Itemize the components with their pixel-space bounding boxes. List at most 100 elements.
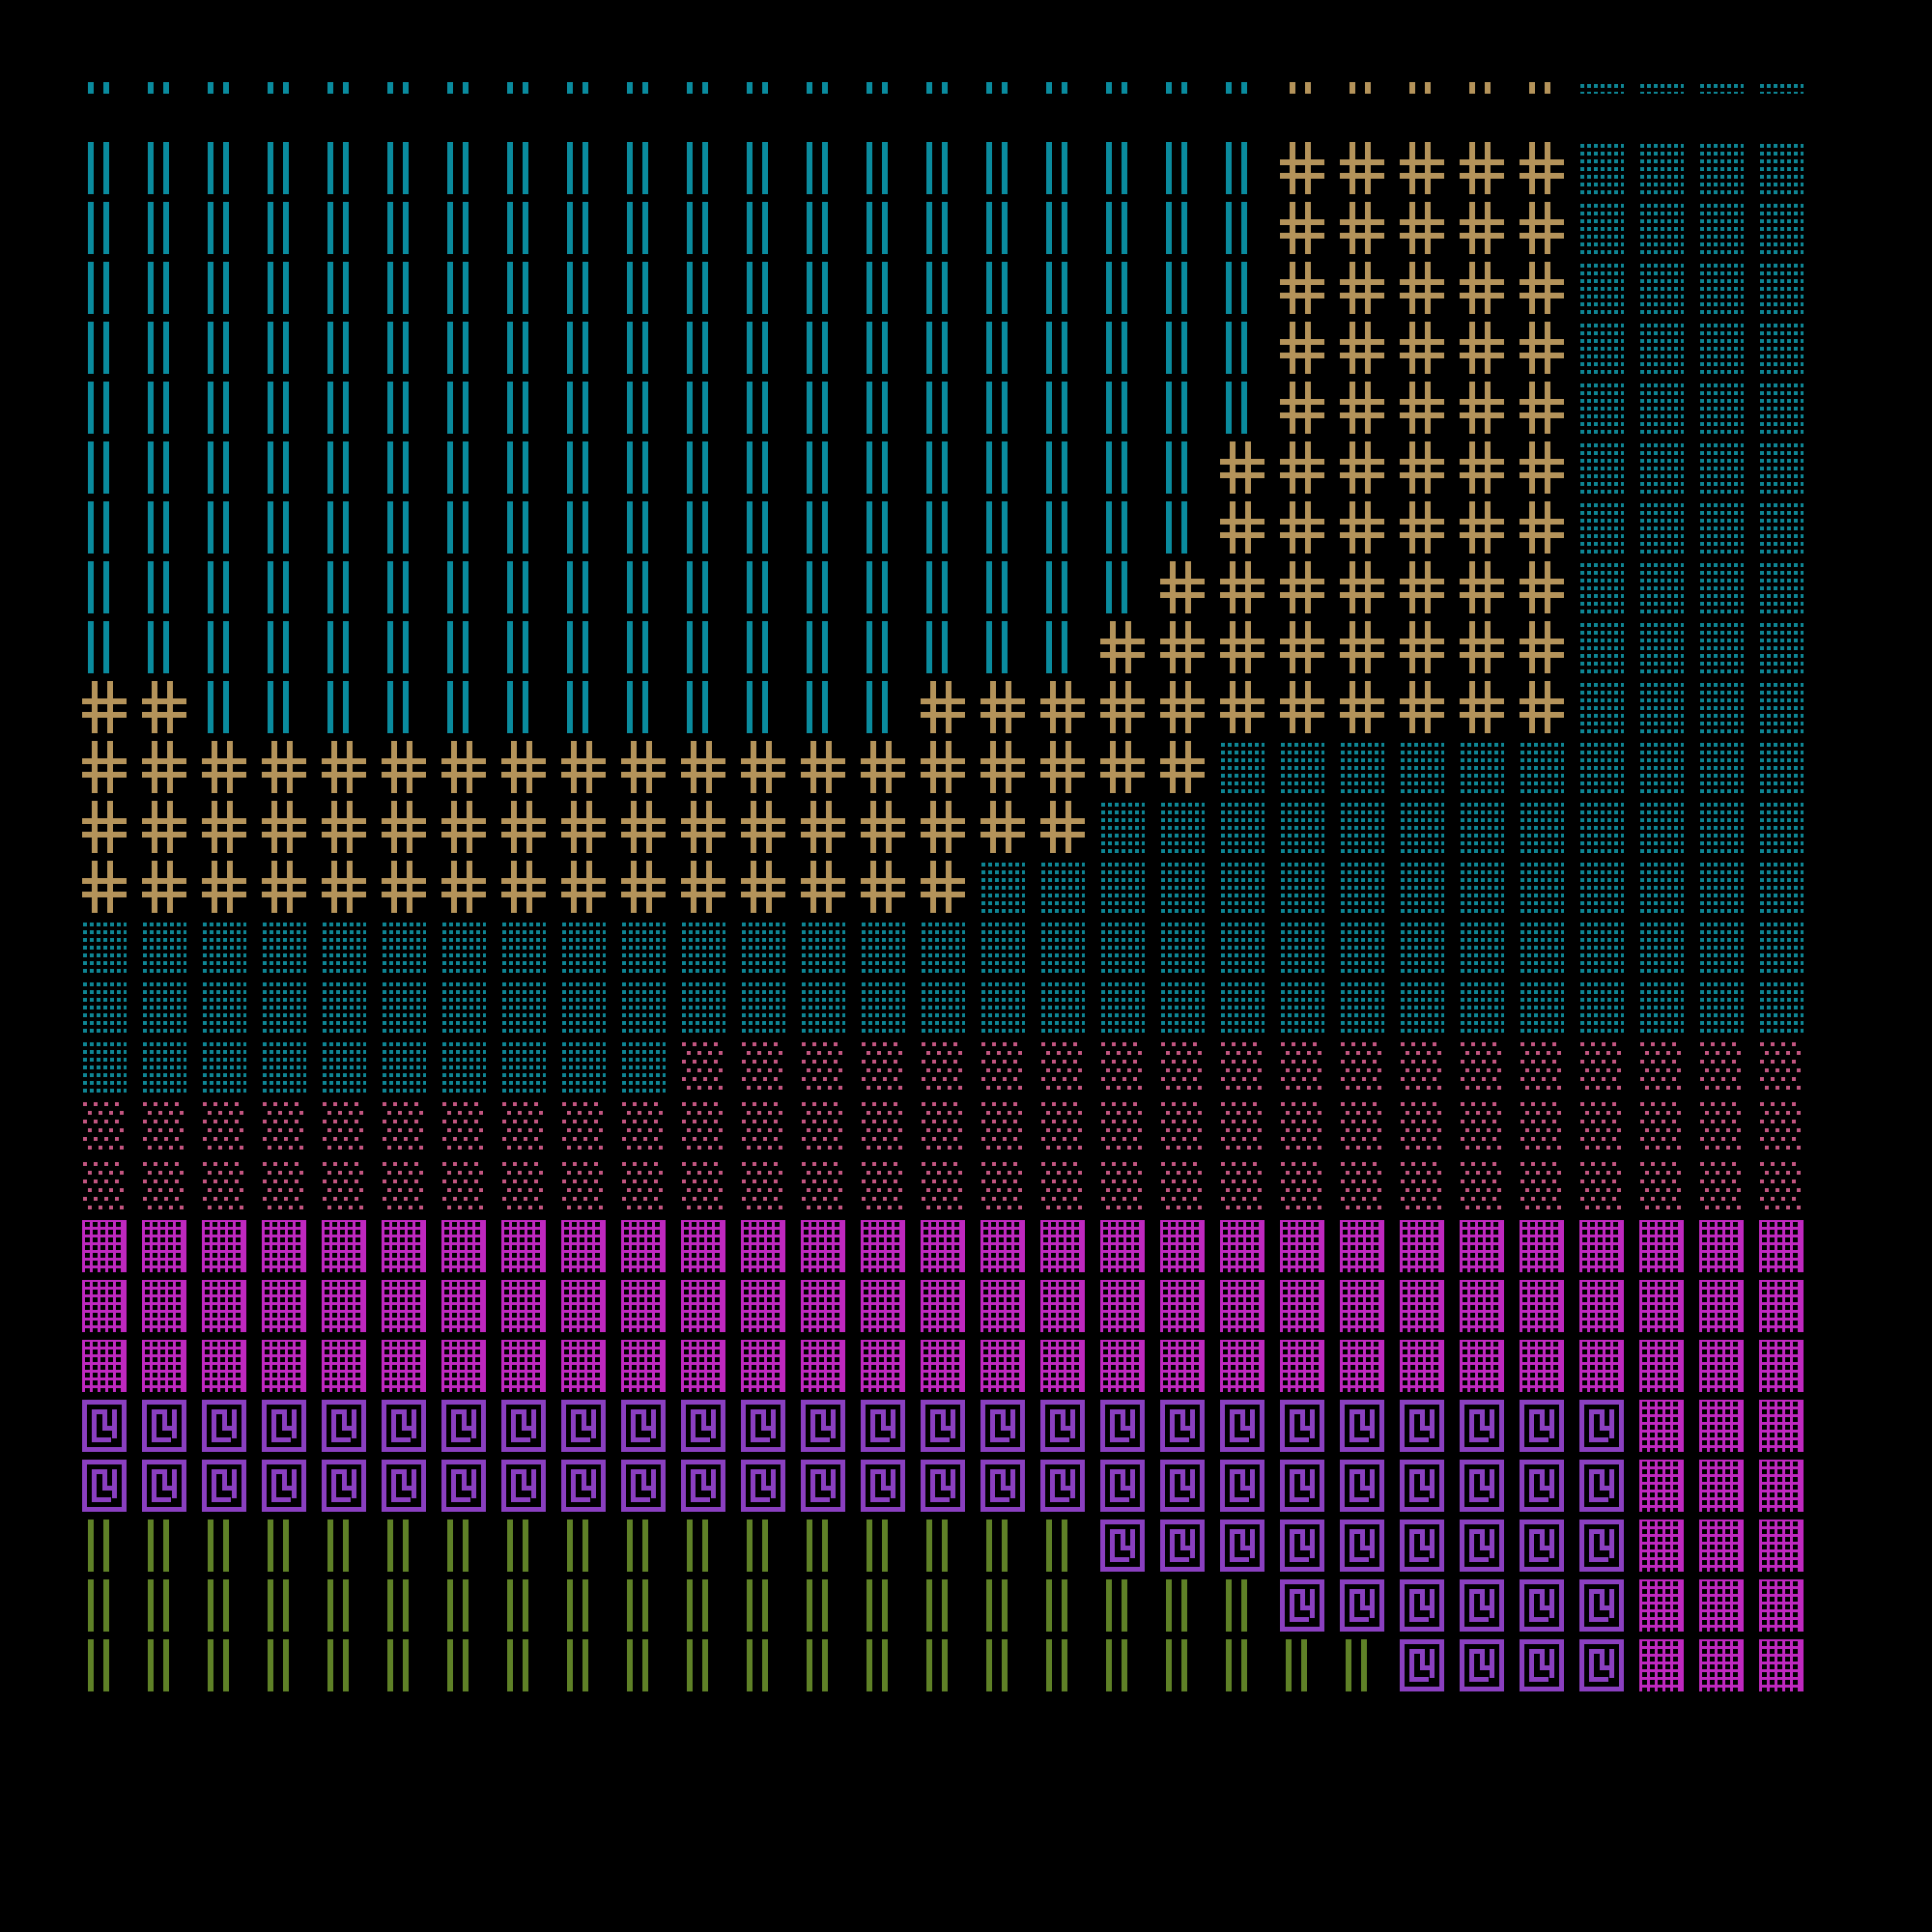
matrix-cell — [741, 1520, 785, 1572]
matrix-cell — [980, 82, 1025, 94]
matrix-cell — [1759, 322, 1804, 374]
double-bar-icon — [921, 82, 965, 94]
dot-grid-icon — [1220, 980, 1264, 1033]
sparse-dot-icon — [980, 1040, 1025, 1093]
matrix-cell — [322, 142, 366, 194]
matrix-cell — [1579, 441, 1624, 494]
sparse-dot-icon — [1460, 1040, 1504, 1093]
matrix-cell — [1460, 1040, 1504, 1093]
matrix-cell — [441, 322, 486, 374]
sparse-dot-icon — [1579, 1100, 1624, 1152]
maze-icon — [1340, 1579, 1384, 1632]
double-bar-icon — [741, 621, 785, 673]
matrix-cell — [1579, 1460, 1624, 1512]
matrix-cell — [1460, 202, 1504, 254]
waffle-icon — [1160, 1280, 1205, 1332]
matrix-cell — [1220, 681, 1264, 733]
double-bar-icon — [322, 561, 366, 613]
crosshatch-icon — [142, 861, 186, 913]
dot-grid-icon — [1579, 980, 1624, 1033]
matrix-cell — [501, 82, 546, 94]
sparse-dot-icon — [561, 1100, 606, 1152]
matrix-cell — [1579, 322, 1624, 374]
matrix-cell — [441, 1340, 486, 1392]
matrix-cell — [561, 621, 606, 673]
double-bar-icon — [202, 142, 246, 194]
double-bar-icon — [142, 382, 186, 434]
matrix-cell — [1759, 1040, 1804, 1093]
double-bar-icon — [621, 501, 666, 554]
crosshatch-icon — [1040, 801, 1085, 853]
matrix-cell — [441, 801, 486, 853]
matrix-cell — [382, 1220, 426, 1272]
matrix-cell — [1280, 621, 1324, 673]
matrix-cell — [1340, 441, 1384, 494]
double-bar-icon — [801, 441, 845, 494]
matrix-cell — [741, 1460, 785, 1512]
matrix-cell — [980, 801, 1025, 853]
maze-icon — [1400, 1460, 1444, 1512]
matrix-cell — [142, 801, 186, 853]
maze-icon — [1520, 1639, 1564, 1691]
matrix-cell — [741, 980, 785, 1033]
dot-grid-icon — [382, 921, 426, 973]
crosshatch-icon — [1220, 561, 1264, 613]
dot-grid-icon — [322, 921, 366, 973]
matrix-cell — [501, 801, 546, 853]
double-bar-icon — [561, 262, 606, 314]
matrix-cell — [741, 1340, 785, 1392]
matrix-cell — [1520, 382, 1564, 434]
matrix-cell — [1460, 861, 1504, 913]
matrix-cell — [1220, 1340, 1264, 1392]
matrix-cell — [561, 1040, 606, 1093]
sparse-dot-icon — [501, 1100, 546, 1152]
double-bar-icon — [980, 621, 1025, 673]
waffle-icon — [861, 1280, 905, 1332]
dot-grid-icon — [202, 921, 246, 973]
double-bar-icon — [142, 621, 186, 673]
double-bar-icon — [322, 382, 366, 434]
double-bar-icon — [441, 501, 486, 554]
matrix-cell — [441, 681, 486, 733]
matrix-cell — [142, 1340, 186, 1392]
crosshatch-icon — [1400, 561, 1444, 613]
dot-grid-icon — [561, 921, 606, 973]
maze-icon — [262, 1460, 306, 1512]
matrix-cell — [681, 1160, 725, 1212]
matrix-cell — [82, 322, 127, 374]
matrix-cell — [262, 142, 306, 194]
sparse-dot-icon — [1280, 1040, 1324, 1093]
dot-grid-icon — [1699, 501, 1744, 554]
double-bar-icon — [1040, 262, 1085, 314]
matrix-cell — [801, 142, 845, 194]
waffle-icon — [322, 1340, 366, 1392]
double-bar-icon — [1220, 142, 1264, 194]
double-bar-icon — [1040, 382, 1085, 434]
double-bar-icon — [741, 202, 785, 254]
matrix-cell — [681, 1460, 725, 1512]
matrix-cell — [82, 1160, 127, 1212]
dot-grid-icon — [1520, 741, 1564, 793]
double-bar-icon — [681, 681, 725, 733]
sparse-dot-icon — [1040, 1160, 1085, 1212]
matrix-cell — [1280, 1460, 1324, 1512]
matrix-cell — [1100, 1100, 1145, 1152]
dot-grid-icon — [1340, 861, 1384, 913]
matrix-cell — [1160, 1100, 1205, 1152]
matrix-cell — [1100, 322, 1145, 374]
maze-icon — [142, 1460, 186, 1512]
matrix-cell — [1220, 861, 1264, 913]
double-bar-icon — [501, 1520, 546, 1572]
waffle-icon — [501, 1340, 546, 1392]
crosshatch-icon — [1400, 501, 1444, 554]
matrix-cell — [142, 322, 186, 374]
sparse-dot-icon — [921, 1100, 965, 1152]
double-bar-icon — [861, 142, 905, 194]
dot-grid-icon — [1280, 741, 1324, 793]
matrix-cell — [1759, 801, 1804, 853]
matrix-cell — [801, 621, 845, 673]
dot-grid-icon — [621, 980, 666, 1033]
waffle-icon — [681, 1280, 725, 1332]
dot-grid-icon — [1759, 82, 1804, 94]
matrix-cell — [202, 1639, 246, 1691]
